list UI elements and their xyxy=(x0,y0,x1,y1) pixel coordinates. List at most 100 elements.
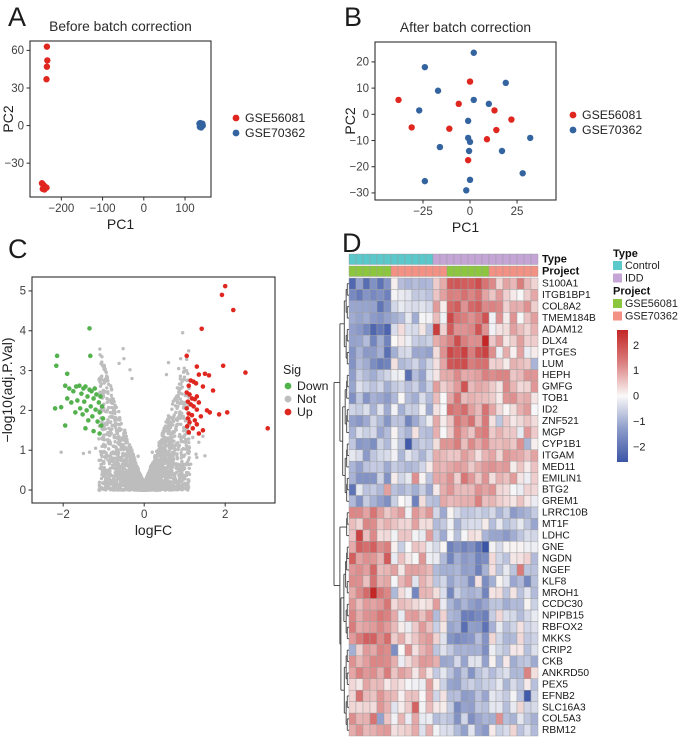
data-point xyxy=(95,419,100,424)
data-point xyxy=(421,177,429,185)
heatmap-cell xyxy=(439,357,448,370)
heatmap-cell xyxy=(369,655,378,668)
heatmap-cell xyxy=(390,575,399,588)
heatmap-cell xyxy=(355,438,364,450)
heatmap-cell xyxy=(467,598,476,611)
y-tick-label: 5 xyxy=(20,286,26,298)
data-point xyxy=(167,419,171,424)
data-point xyxy=(172,439,176,443)
data-point xyxy=(96,400,102,405)
data-point xyxy=(107,460,112,465)
heatmap-cell xyxy=(383,621,392,634)
heatmap-cell xyxy=(474,667,483,679)
x-axis-label: PC1 xyxy=(107,216,134,232)
legend-label: GSE56081 xyxy=(582,108,642,122)
heatmap-cell xyxy=(516,426,525,439)
data-point xyxy=(178,475,182,480)
heatmap-cell xyxy=(460,518,469,531)
heatmap-cell xyxy=(516,369,525,382)
type-annotation-cell xyxy=(523,253,532,265)
heatmap-cell xyxy=(425,357,434,370)
heatmap-cell xyxy=(418,541,427,554)
heatmap-cell xyxy=(474,712,483,725)
data-point xyxy=(170,402,175,406)
heatmap-cell xyxy=(516,701,525,714)
colorbar-tick-label: 1 xyxy=(633,365,639,377)
y-tick-label: −30 xyxy=(349,188,369,200)
heatmap-cell xyxy=(509,495,518,508)
heatmap-cell xyxy=(502,380,511,393)
data-point xyxy=(98,423,104,428)
heatmap-cell xyxy=(516,300,525,313)
data-point xyxy=(164,440,169,444)
heatmap-cell xyxy=(502,460,511,473)
heatmap-cell xyxy=(481,403,490,416)
heatmap-cell xyxy=(502,552,511,565)
heatmap-cell xyxy=(383,586,392,599)
heatmap-cell xyxy=(369,609,378,622)
heatmap-cell xyxy=(439,609,448,622)
data-point xyxy=(161,431,165,436)
heatmap-cell xyxy=(397,289,406,302)
data-point xyxy=(123,484,127,488)
heatmap-cell xyxy=(495,655,504,668)
heatmap-plot: TypeProjectS100A1ITGB1BP1COL8A2TMEM184BA… xyxy=(333,248,678,737)
data-point xyxy=(170,456,175,460)
heatmap-cell xyxy=(376,701,385,714)
heatmap-cell xyxy=(488,621,497,634)
heatmap-cell xyxy=(446,506,455,519)
heatmap-cell xyxy=(425,415,434,428)
heatmap-cell xyxy=(502,403,511,416)
heatmap-cell xyxy=(495,564,504,576)
data-point xyxy=(168,430,172,435)
heatmap-cell xyxy=(425,701,434,714)
heatmap-cell xyxy=(516,678,525,691)
heatmap-cell xyxy=(362,369,371,382)
heatmap-cell xyxy=(481,335,490,347)
heatmap-cell xyxy=(523,529,532,542)
heatmap-cell xyxy=(481,667,490,679)
heatmap-cell xyxy=(355,564,364,576)
data-point xyxy=(183,476,187,481)
heatmap-cell xyxy=(425,495,434,508)
heatmap-cell xyxy=(460,460,469,473)
data-point xyxy=(94,392,99,397)
heatmap-cell xyxy=(383,678,392,691)
heatmap-cell xyxy=(460,644,469,657)
data-point xyxy=(164,452,168,457)
data-point xyxy=(166,451,171,456)
data-point xyxy=(89,388,94,394)
heatmap-cell xyxy=(516,415,525,428)
heatmap-cell xyxy=(397,621,406,634)
heatmap-cell xyxy=(460,472,469,485)
heatmap-cell xyxy=(376,300,385,313)
heatmap-cell xyxy=(488,529,497,542)
heatmap-cell xyxy=(362,689,371,702)
project-annotation-cell xyxy=(509,265,518,277)
heatmap-cell xyxy=(467,724,476,737)
data-point xyxy=(184,357,189,362)
legend-item-label: Control xyxy=(625,260,660,272)
heatmap-cell xyxy=(355,426,364,439)
heatmap-cell xyxy=(376,426,385,439)
data-point xyxy=(111,406,116,410)
heatmap-cell xyxy=(481,575,490,588)
heatmap-cell xyxy=(495,621,504,634)
heatmap-cell xyxy=(502,644,511,657)
data-point xyxy=(148,488,152,492)
data-point xyxy=(164,372,169,377)
heatmap-cell xyxy=(509,609,518,622)
data-point xyxy=(169,461,174,465)
heatmap-cell xyxy=(355,300,364,313)
data-point xyxy=(122,447,126,452)
data-point xyxy=(177,443,182,448)
heatmap-cell xyxy=(495,552,504,565)
type-annotation-cell xyxy=(516,253,525,265)
heatmap-cell xyxy=(397,483,406,496)
heatmap-cell xyxy=(446,621,455,634)
heatmap-cell xyxy=(488,712,497,725)
heatmap-cell xyxy=(516,472,525,485)
heatmap-cell xyxy=(376,460,385,473)
project-annotation-cell xyxy=(397,265,406,277)
heatmap-cell xyxy=(432,460,441,473)
